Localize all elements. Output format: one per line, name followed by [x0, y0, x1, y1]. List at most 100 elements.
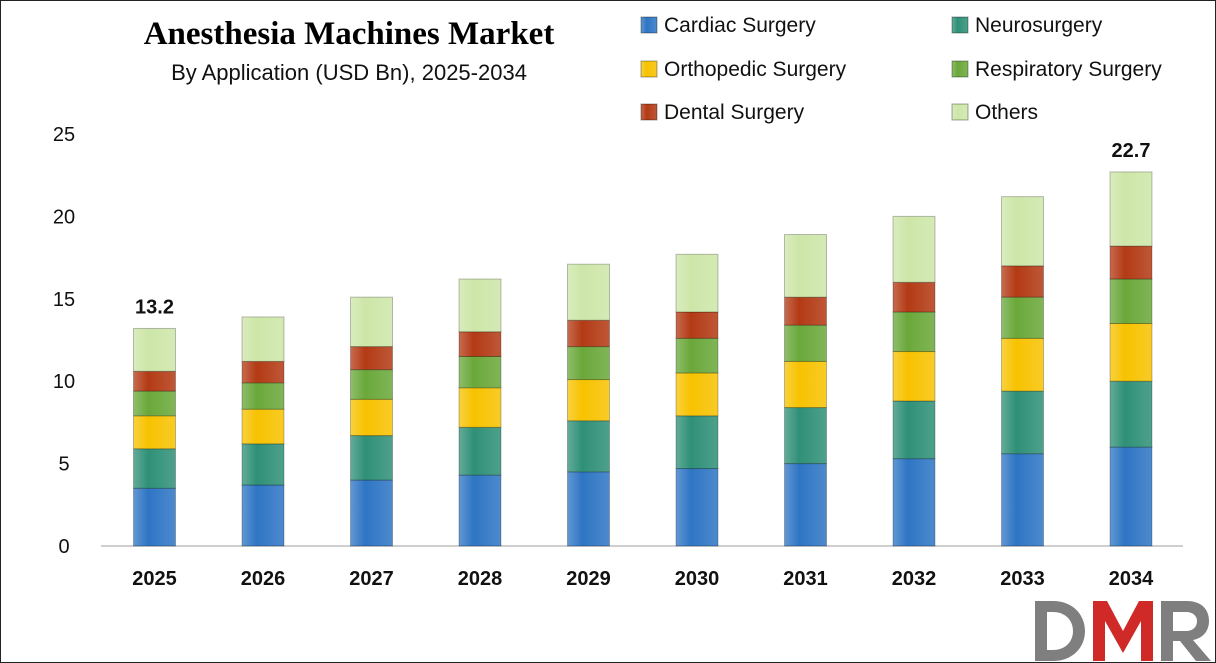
- bar-segment-orthopedic-surgery: [241, 408, 285, 445]
- x-axis: 2025 2026 2027 2028 2029 2030 2031 2032 2033 2034: [132, 568, 1154, 590]
- bar-segment-dental-surgery: [350, 346, 393, 371]
- bar-segment-neurosurgery: [675, 415, 719, 470]
- bar-segment-neurosurgery: [133, 448, 176, 489]
- legend-swatch: [640, 16, 658, 34]
- bar-segment-others: [350, 296, 393, 348]
- y-tick-label: 10: [53, 371, 75, 393]
- bar-segment-orthopedic-surgery: [1001, 337, 1044, 392]
- bar-segment-respiratory-surgery: [350, 369, 393, 400]
- bar-segment-others: [1001, 196, 1044, 267]
- bar-segment-orthopedic-surgery: [350, 398, 393, 437]
- bar-stack-2032: [892, 215, 936, 547]
- legend-label: Others: [975, 101, 1038, 124]
- bar-segment-cardiac-surgery: [892, 458, 936, 547]
- bar-segment-orthopedic-surgery: [458, 387, 502, 428]
- bar-stack-2031: [784, 234, 827, 547]
- y-tick-label: 20: [53, 206, 75, 228]
- bar-segment-cardiac-surgery: [350, 479, 393, 547]
- bar-segment-neurosurgery: [458, 426, 502, 476]
- bar-segment-neurosurgery: [1001, 390, 1044, 455]
- legend-swatch: [951, 103, 969, 121]
- dmr-logo: [1035, 601, 1211, 661]
- bar-segment-dental-surgery: [1109, 245, 1153, 280]
- bar-segment-dental-surgery: [1001, 265, 1044, 298]
- bar-segment-orthopedic-surgery: [567, 379, 610, 422]
- bar-segment-respiratory-surgery: [784, 324, 827, 362]
- bar-segment-dental-surgery: [892, 281, 936, 313]
- x-tick-label: 2026: [241, 568, 286, 590]
- bar-segment-dental-surgery: [241, 360, 285, 384]
- x-tick-label: 2032: [892, 568, 937, 590]
- chart-title: Anesthesia Machines Market: [144, 16, 555, 52]
- legend-item-orthopedic-surgery: Orthopedic Surgery: [640, 58, 847, 81]
- chart-subtitle: By Application (USD Bn), 2025-2034: [171, 60, 527, 85]
- y-tick-label: 15: [53, 289, 75, 311]
- x-tick-label: 2033: [1000, 568, 1045, 590]
- bar-segment-cardiac-surgery: [1001, 453, 1044, 547]
- legend-item-respiratory-surgery: Respiratory Surgery: [951, 58, 1162, 81]
- logo-letter-m: [1093, 601, 1153, 661]
- bar-stack-2034: [1109, 171, 1153, 547]
- legend-label: Respiratory Surgery: [975, 58, 1162, 81]
- legend-swatch: [951, 16, 969, 34]
- bar-segment-others: [133, 327, 176, 372]
- bar-segment-respiratory-surgery: [133, 390, 176, 417]
- bar-segment-neurosurgery: [350, 435, 393, 481]
- total-value-label: 13.2: [135, 296, 174, 318]
- bar-segment-others: [567, 263, 610, 321]
- legend-item-cardiac-surgery: Cardiac Surgery: [640, 14, 816, 37]
- legend-swatch: [951, 60, 969, 78]
- legend: Cardiac Surgery Neurosurgery Orthopedic Su…: [640, 14, 1162, 124]
- legend-swatch: [640, 103, 658, 121]
- bar-segment-neurosurgery: [567, 420, 610, 473]
- bar-segment-neurosurgery: [241, 443, 285, 486]
- x-tick-label: 2031: [783, 568, 828, 590]
- logo-letter-r: [1161, 601, 1211, 661]
- x-tick-label: 2029: [566, 568, 611, 590]
- y-tick-label: 0: [58, 536, 69, 558]
- bar-segment-cardiac-surgery: [784, 463, 827, 547]
- bar-stack-2027: [350, 296, 393, 547]
- x-tick-label: 2028: [458, 568, 503, 590]
- total-value-label: 22.7: [1112, 140, 1151, 162]
- x-tick-label: 2034: [1109, 568, 1154, 590]
- y-tick-label: 5: [58, 454, 69, 476]
- bar-segment-dental-surgery: [133, 370, 176, 392]
- legend-label: Cardiac Surgery: [664, 14, 816, 37]
- bar-segment-dental-surgery: [675, 311, 719, 339]
- legend-item-dental-surgery: Dental Surgery: [640, 101, 805, 124]
- bar-segment-orthopedic-surgery: [892, 351, 936, 402]
- y-tick-label: 25: [53, 124, 75, 146]
- x-tick-label: 2030: [675, 568, 720, 590]
- bar-segment-respiratory-surgery: [241, 382, 285, 410]
- legend-label: Neurosurgery: [975, 14, 1103, 37]
- logo-letter-d: [1035, 601, 1085, 661]
- bar-segment-cardiac-surgery: [133, 487, 176, 547]
- bar-segment-neurosurgery: [892, 400, 936, 460]
- bar-segment-respiratory-surgery: [1109, 278, 1153, 325]
- x-tick-label: 2027: [349, 568, 394, 590]
- bar-stack-2030: [675, 253, 719, 547]
- bar-stack-2026: [241, 316, 285, 547]
- bar-segment-respiratory-surgery: [675, 337, 719, 374]
- bar-segment-cardiac-surgery: [458, 474, 502, 547]
- total-labels: 13.2 22.7: [135, 140, 1150, 319]
- bar-stack-2028: [458, 278, 502, 547]
- bar-segment-dental-surgery: [567, 319, 610, 348]
- bar-segment-respiratory-surgery: [892, 311, 936, 353]
- bar-segment-neurosurgery: [784, 407, 827, 465]
- bar-segment-others: [1109, 171, 1153, 247]
- legend-item-others: Others: [951, 101, 1038, 124]
- legend-label: Dental Surgery: [664, 101, 805, 124]
- bar-segment-others: [892, 215, 936, 283]
- bar-segment-orthopedic-surgery: [675, 372, 719, 417]
- bar-segment-orthopedic-surgery: [784, 360, 827, 409]
- legend-swatch: [640, 60, 658, 78]
- bar-segment-orthopedic-surgery: [133, 415, 176, 450]
- bar-stack-2033: [1001, 196, 1044, 547]
- bar-segment-cardiac-surgery: [567, 471, 610, 547]
- bar-segment-cardiac-surgery: [241, 484, 285, 547]
- bar-segment-others: [784, 234, 827, 298]
- bars: [133, 171, 1153, 547]
